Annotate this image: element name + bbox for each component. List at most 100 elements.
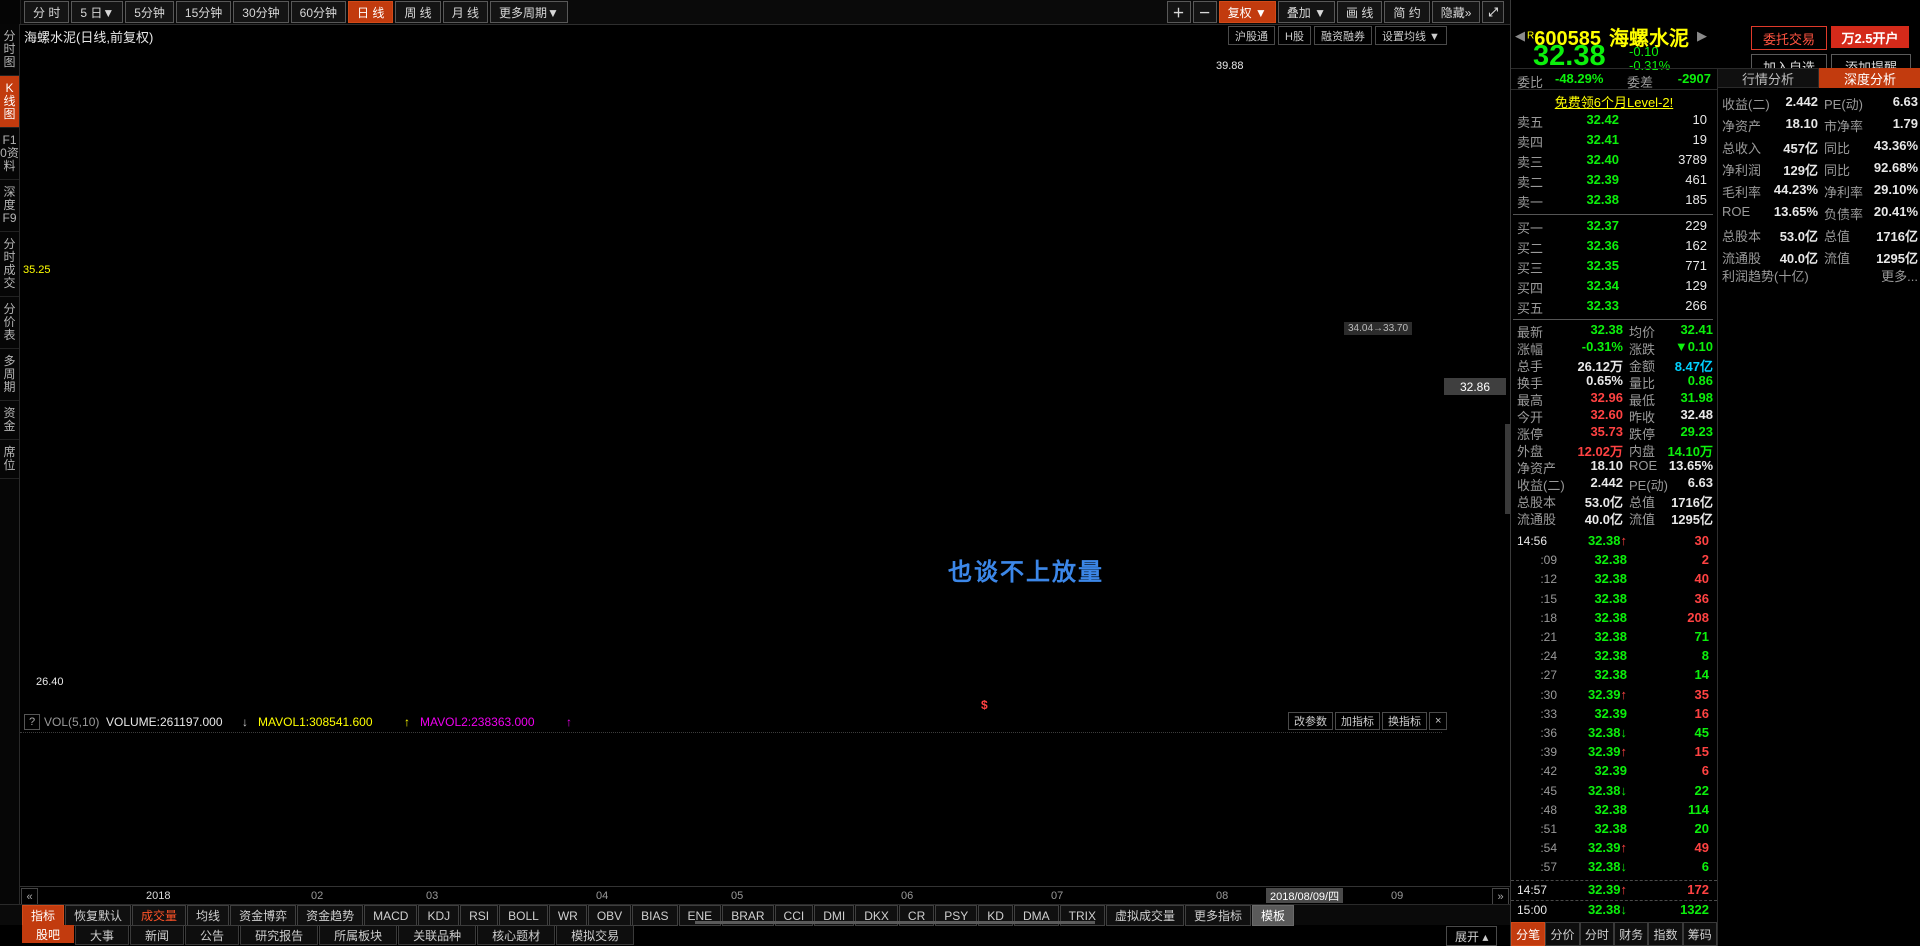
overlay-button-沪股通[interactable]: 沪股通 [1228, 26, 1275, 45]
indicator-button-RSI[interactable]: RSI [460, 905, 499, 926]
tick-row[interactable]: :15 32.38 36 [1511, 590, 1717, 609]
indicator-button-CCI[interactable]: CCI [774, 905, 814, 926]
period-button-分 时[interactable]: 分 时 [24, 1, 70, 23]
tick-row[interactable]: :48 32.38 114 [1511, 801, 1717, 820]
bottom-tab-核心题材[interactable]: 核心题材 [477, 925, 556, 945]
indicator-scrollbar[interactable] [695, 921, 1095, 924]
panel-tab-财务[interactable]: 财务 [1613, 922, 1649, 946]
sidebar-item-分时成交[interactable]: 分时成交 [0, 232, 19, 297]
chart-button-隐藏»[interactable]: 隐藏» [1431, 1, 1481, 23]
chart-region[interactable]: 海螺水泥(日线,前复权) 沪股通 H股 融资融券 设置均线 ▼ 35.25 39.88… [20, 24, 1510, 905]
period-button-月 线[interactable]: 月 线 [442, 1, 489, 23]
indicator-button-KD[interactable]: KD [978, 905, 1013, 926]
sidebar-item-K线图[interactable]: K线图 [0, 76, 19, 128]
prev-stock-icon[interactable]: ◀ [1515, 28, 1525, 43]
sidebar-item-多周期[interactable]: 多周期 [0, 349, 19, 401]
indicator-button-恢复默认[interactable]: 恢复默认 [65, 905, 132, 926]
tick-row[interactable]: :42 32.39 6 [1511, 762, 1717, 781]
indicator-button-均线[interactable]: 均线 [187, 905, 230, 926]
volume-button-改参数[interactable]: 改参数 [1288, 712, 1333, 730]
period-button-日 线[interactable]: 日 线 [348, 1, 394, 23]
overlay-button-设置均线 ▼[interactable]: 设置均线 ▼ [1374, 26, 1447, 45]
indicator-button-模板[interactable]: 模板 [1251, 905, 1294, 926]
indicator-button-BOLL[interactable]: BOLL [499, 905, 548, 926]
tick-row[interactable]: :21 32.38 71 [1511, 628, 1717, 647]
overlay-button-融资融券[interactable]: 融资融券 [1313, 26, 1372, 45]
zoom-out-button[interactable]: － [1192, 1, 1217, 23]
level2-ad-link[interactable]: 免费领6个月Level-2! [1554, 95, 1674, 110]
indicator-button-资金博弈[interactable]: 资金博弈 [230, 905, 297, 926]
volume-button-×[interactable]: × [1429, 712, 1448, 730]
tick-row[interactable]: 14:57 32.39↑ 172 [1511, 880, 1717, 900]
period-button-5 日▼[interactable]: 5 日▼ [71, 1, 124, 23]
indicator-button-资金趋势[interactable]: 资金趋势 [297, 905, 364, 926]
sidebar-item-分时图[interactable]: 分时图 [0, 24, 19, 76]
scroll-left-button[interactable]: « [21, 888, 38, 905]
indicator-button-KDJ[interactable]: KDJ [418, 905, 460, 926]
panel-tab-分时[interactable]: 分时 [1579, 922, 1614, 946]
tick-row[interactable]: :33 32.39 16 [1511, 705, 1717, 724]
period-button-5分钟[interactable]: 5分钟 [125, 1, 174, 23]
indicator-button-CR[interactable]: CR [898, 905, 935, 926]
sidebar-item-深度F9[interactable]: 深度F9 [0, 180, 19, 232]
panel-tab-分笔[interactable]: 分笔 [1511, 922, 1546, 946]
chart-button-叠加 ▼[interactable]: 叠加 ▼ [1277, 1, 1336, 23]
profit-trend-more[interactable]: 更多... [1881, 269, 1918, 284]
sidebar-item-F10资料[interactable]: F10资料 [0, 128, 19, 180]
indicator-button-虚拟成交量[interactable]: 虚拟成交量 [1105, 905, 1184, 926]
sidebar-item-资金[interactable]: 资金 [0, 401, 19, 440]
trade-button[interactable]: 委托交易 [1751, 26, 1827, 50]
expand-button[interactable]: 展开 ▴ [1446, 926, 1498, 946]
tick-row[interactable]: :09 32.38 2 [1511, 551, 1717, 570]
bottom-tab-所属板块[interactable]: 所属板块 [319, 925, 398, 945]
volume-indicator-name[interactable]: VOL(5,10) [44, 715, 100, 729]
tick-row[interactable]: :45 32.38↓ 22 [1511, 782, 1717, 801]
volume-button-加指标[interactable]: 加指标 [1335, 712, 1380, 730]
analysis-tab-深度分析[interactable]: 深度分析 [1819, 68, 1920, 88]
bottom-tab-大事[interactable]: 大事 [75, 925, 130, 945]
tick-row[interactable]: :51 32.38 20 [1511, 820, 1717, 839]
tick-row[interactable]: :30 32.39↑ 35 [1511, 686, 1717, 705]
bottom-tab-研究报告[interactable]: 研究报告 [240, 925, 319, 945]
tick-row[interactable]: :39 32.39↑ 15 [1511, 743, 1717, 762]
tick-row[interactable]: :27 32.38 14 [1511, 666, 1717, 685]
scroll-right-button[interactable]: » [1492, 888, 1509, 905]
chart-button-简 约[interactable]: 简 约 [1384, 1, 1430, 23]
panel-tab-分价[interactable]: 分价 [1545, 922, 1580, 946]
sidebar-item-席位[interactable]: 席位 [0, 440, 19, 479]
sidebar-item-分价表[interactable]: 分价表 [0, 297, 19, 349]
analysis-tab-行情分析[interactable]: 行情分析 [1717, 68, 1819, 88]
indicator-button-成交量[interactable]: 成交量 [132, 905, 187, 926]
bottom-tab-关联品种[interactable]: 关联品种 [398, 925, 477, 945]
tick-row[interactable]: 14:56 32.38↑ 30 [1511, 532, 1717, 551]
indicator-button-BRAR[interactable]: BRAR [722, 905, 774, 926]
bottom-tab-模拟交易[interactable]: 模拟交易 [556, 925, 635, 945]
period-button-更多周期▼[interactable]: 更多周期▼ [490, 1, 568, 23]
panel-tab-筹码[interactable]: 筹码 [1682, 922, 1717, 946]
tick-row[interactable]: :24 32.38 8 [1511, 647, 1717, 666]
bottom-tab-新闻[interactable]: 新闻 [130, 925, 185, 945]
tick-row[interactable]: :12 32.38 40 [1511, 570, 1717, 589]
indicator-button-OBV[interactable]: OBV [587, 905, 632, 926]
overlay-button-H股[interactable]: H股 [1278, 26, 1311, 45]
open-account-button[interactable]: 万2.5开户 [1831, 26, 1909, 48]
panel-tab-指数[interactable]: 指数 [1648, 922, 1683, 946]
volume-button-换指标[interactable]: 换指标 [1382, 712, 1427, 730]
period-button-周 线[interactable]: 周 线 [395, 1, 441, 23]
next-stock-icon[interactable]: ▶ [1697, 28, 1707, 43]
chart-button-复权 ▼[interactable]: 复权 ▼ [1218, 1, 1276, 23]
indicator-button-MACD[interactable]: MACD [364, 905, 418, 926]
tick-row[interactable]: :36 32.38↓ 45 [1511, 724, 1717, 743]
bottom-tab-股吧[interactable]: 股吧 [22, 925, 75, 943]
zoom-in-button[interactable]: ＋ [1166, 1, 1191, 23]
indicator-button-ENE[interactable]: ENE [678, 905, 722, 926]
fullscreen-icon[interactable]: ⤢ [1482, 1, 1504, 23]
indicator-button-DKX[interactable]: DKX [855, 905, 898, 926]
help-icon[interactable]: ? [24, 714, 40, 730]
period-button-15分钟[interactable]: 15分钟 [175, 1, 232, 23]
indicator-button-DMI[interactable]: DMI [814, 905, 855, 926]
kline-volume-chart[interactable] [20, 24, 1510, 904]
indicator-button-更多指标[interactable]: 更多指标 [1184, 905, 1251, 926]
indicator-button-WR[interactable]: WR [548, 905, 587, 926]
bottom-tab-公告[interactable]: 公告 [185, 925, 240, 945]
